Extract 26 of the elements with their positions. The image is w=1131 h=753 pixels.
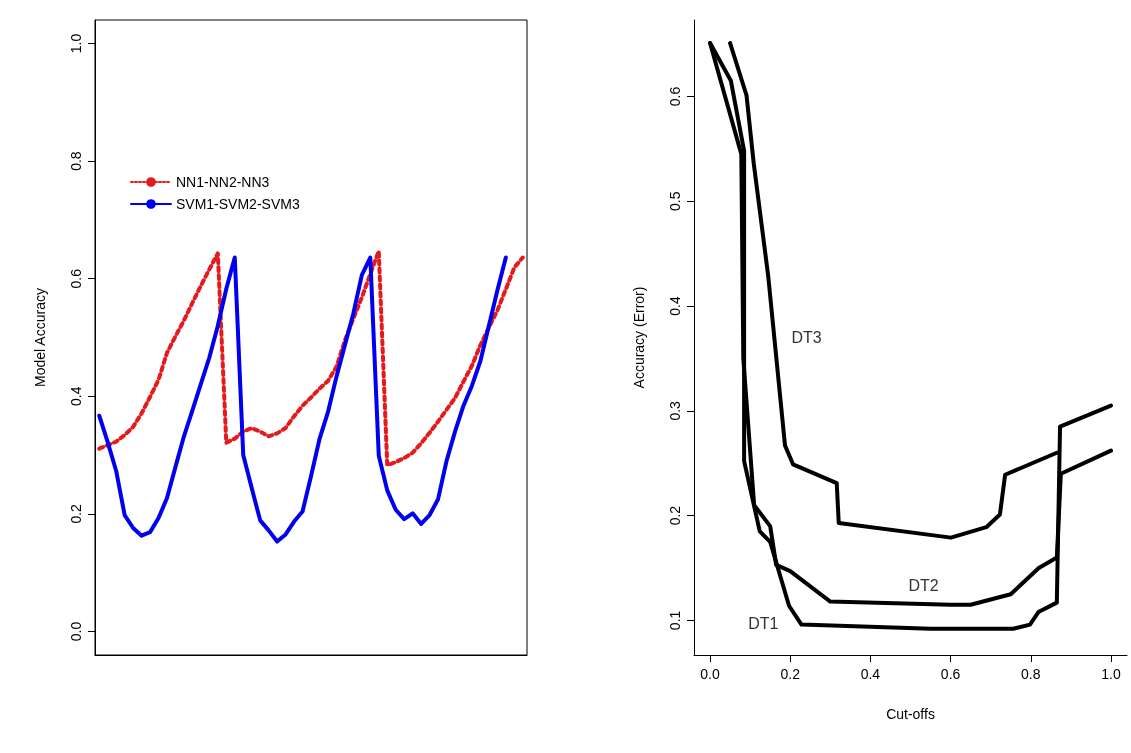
x-tick-label: 0.2 [780, 666, 801, 682]
legend-label: NN1-NN2-NN3 [176, 174, 270, 190]
y-tick-label: 0.0 [68, 621, 84, 642]
y-tick-label: 0.3 [667, 400, 683, 421]
legend-label: SVM1-SVM2-SVM3 [176, 196, 300, 212]
y-tick-label: 1.0 [68, 33, 84, 54]
x-tick-label: 0.8 [1021, 666, 1041, 682]
x-tick-label: 1.0 [1101, 666, 1121, 682]
y-axis-title: Accuracy (Error) [631, 286, 647, 389]
y-tick-label: 0.1 [667, 610, 683, 631]
y-tick-label: 0.5 [667, 191, 683, 212]
y-tick-label: 0.4 [667, 296, 683, 316]
annotation: DT3 [791, 329, 822, 346]
y-tick-label: 0.2 [68, 503, 84, 524]
y-axis-title: Model Accuracy [32, 288, 48, 387]
y-tick-label: 0.4 [68, 386, 84, 407]
x-tick-label: 0.0 [700, 666, 720, 682]
x-axis-title: Cut-offs [886, 706, 935, 722]
annotation: DT2 [908, 576, 939, 594]
y-tick-label: 0.2 [667, 505, 683, 526]
y-tick-label: 0.6 [667, 86, 683, 107]
x-tick-label: 0.4 [860, 666, 881, 682]
annotation: DT1 [748, 614, 779, 632]
y-tick-label: 0.6 [68, 268, 84, 289]
y-tick-label: 0.8 [68, 151, 84, 171]
x-tick-label: 0.6 [940, 666, 961, 682]
